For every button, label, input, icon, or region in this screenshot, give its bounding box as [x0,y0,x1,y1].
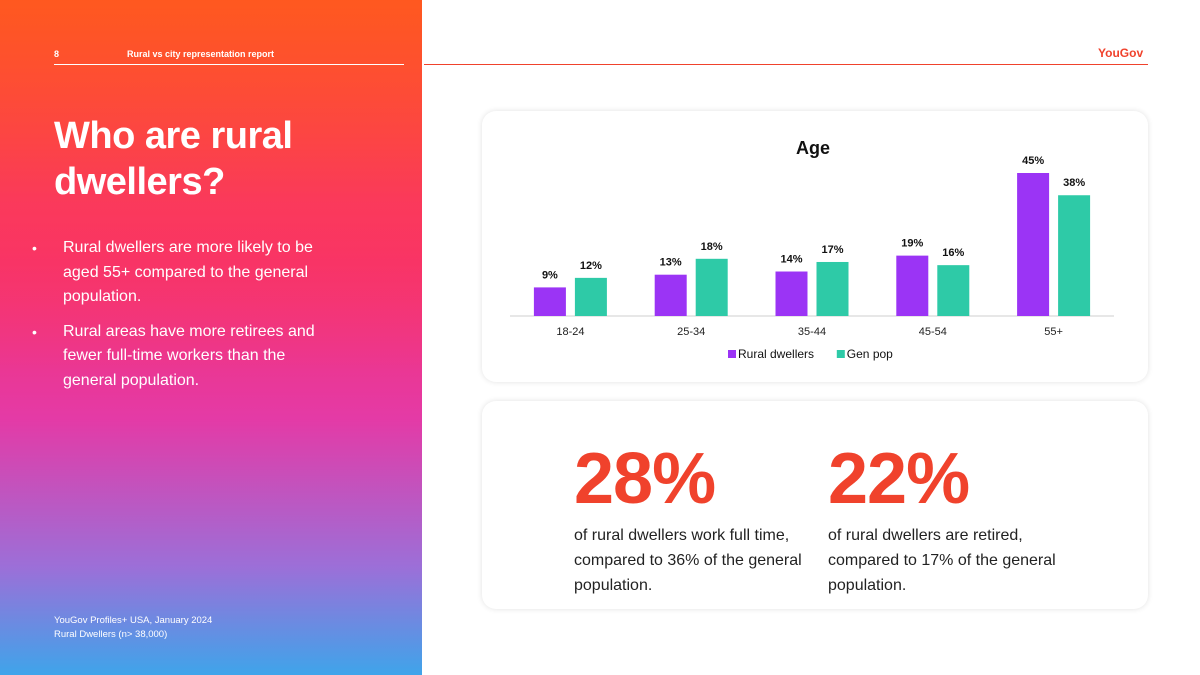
data-label: 45% [1022,155,1044,167]
x-tick-label: 45-54 [919,326,947,338]
stat-value: 28% [574,439,716,519]
source-note: YouGov Profiles+ USA, January 2024 Rural… [54,614,212,642]
bar-rural-dwellers [775,271,808,316]
bullet-text: Rural areas have more retirees and fewer… [63,322,315,389]
legend-swatch [836,350,845,358]
header-divider [54,64,404,65]
chart-title: Age [796,138,830,158]
source-line-2: Rural Dwellers (n> 38,000) [54,629,168,640]
bar-rural-dwellers [654,274,687,316]
bar-gen-pop [695,258,728,316]
page-title: Who are rural dwellers? [54,115,293,203]
stats-card: 28% of rural dwellers work full time, co… [482,401,1148,609]
x-tick-label: 25-34 [677,326,705,338]
page-number: 8 [54,49,60,59]
x-tick-label: 55+ [1044,326,1063,338]
bullet-text: Rural dwellers are more likely to be age… [63,239,313,305]
data-label: 19% [901,238,923,250]
bullet-icon: • [32,323,37,340]
data-label: 38% [1063,177,1085,189]
stat-full-time: 28% of rural dwellers work full time, co… [574,439,814,598]
source-line-1: YouGov Profiles+ USA, January 2024 [54,615,213,626]
data-label: 12% [580,260,602,272]
bar-gen-pop [937,265,970,316]
bar-rural-dwellers [1017,173,1050,316]
bullet-list: • Rural dwellers are more likely to be a… [32,236,342,403]
legend-label: Gen pop [847,347,893,361]
data-label: 13% [660,257,682,269]
stat-text: of rural dwellers are retired, compared … [828,527,1056,594]
x-tick-label: 18-24 [556,326,584,338]
age-chart: Age 9% 12% 18-24 13% 18% 25-34 14% 17% 35-44 19% 16… [510,138,1114,361]
bar-rural-dwellers [533,287,566,316]
stat-retired: 22% of rural dwellers are retired, compa… [828,439,1068,598]
x-tick-label: 35-44 [798,326,826,338]
bullet-item: • Rural dwellers are more likely to be a… [32,236,342,310]
bullet-item: • Rural areas have more retirees and few… [32,320,342,394]
stat-value: 22% [828,439,970,519]
left-panel: 8 Rural vs city representation report Wh… [0,0,422,675]
legend-swatch [728,350,736,358]
data-label: 17% [821,244,843,256]
report-title: Rural vs city representation report [127,49,275,59]
header-divider-right [424,64,1148,65]
data-label: 9% [542,269,558,281]
yougov-logo: YouGov [1098,46,1144,60]
bullet-icon: • [32,240,37,256]
legend-label: Rural dwellers [738,347,814,361]
age-chart-card: Age 9% 12% 18-24 13% 18% 25-34 14% 17% 35-44 19% 16… [482,111,1148,382]
bar-rural-dwellers [896,255,929,316]
data-label: 16% [942,247,964,259]
stat-text: of rural dwellers work full time, compar… [574,527,802,594]
bar-gen-pop [1058,195,1091,316]
data-label: 18% [701,241,723,253]
data-label: 14% [780,254,802,266]
bar-gen-pop [816,261,849,316]
bar-gen-pop [574,277,607,316]
